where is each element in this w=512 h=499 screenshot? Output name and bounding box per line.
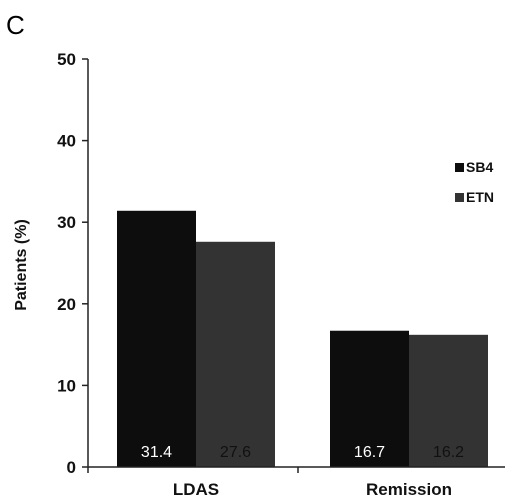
value-label-sb4-ldas: 31.4 [141,444,172,461]
category-labels: LDAS Remission [173,480,452,499]
y-tick-label: 40 [57,132,76,151]
value-label-etn-remission: 16.2 [433,444,464,461]
legend-swatch-etn [455,193,464,202]
legend: SB4 ETN [455,159,494,205]
value-label-sb4-remission: 16.7 [354,444,385,461]
y-tick-label: 50 [57,50,76,69]
y-axis-ticks: 0 10 20 30 40 50 [57,50,299,477]
legend-label-sb4: SB4 [466,159,493,175]
y-tick-label: 30 [57,213,76,232]
legend-swatch-sb4 [455,163,464,172]
y-tick-label: 0 [67,458,76,477]
y-axis-title: Patients (%) [13,219,30,311]
y-tick-label: 10 [57,376,76,395]
y-tick-label: 20 [57,295,76,314]
bars [117,210,488,467]
category-label: LDAS [173,480,219,499]
value-label-etn-ldas: 27.6 [220,444,251,461]
bar-etn-ldas [196,241,275,467]
legend-label-etn: ETN [466,189,494,205]
bar-sb4-ldas [117,210,196,467]
category-label: Remission [366,480,452,499]
panel-label: C [6,10,25,40]
value-labels: 31.4 27.6 16.7 16.2 [141,444,464,461]
bar-sb4-remission [330,330,409,467]
bar-etn-remission [409,334,488,467]
